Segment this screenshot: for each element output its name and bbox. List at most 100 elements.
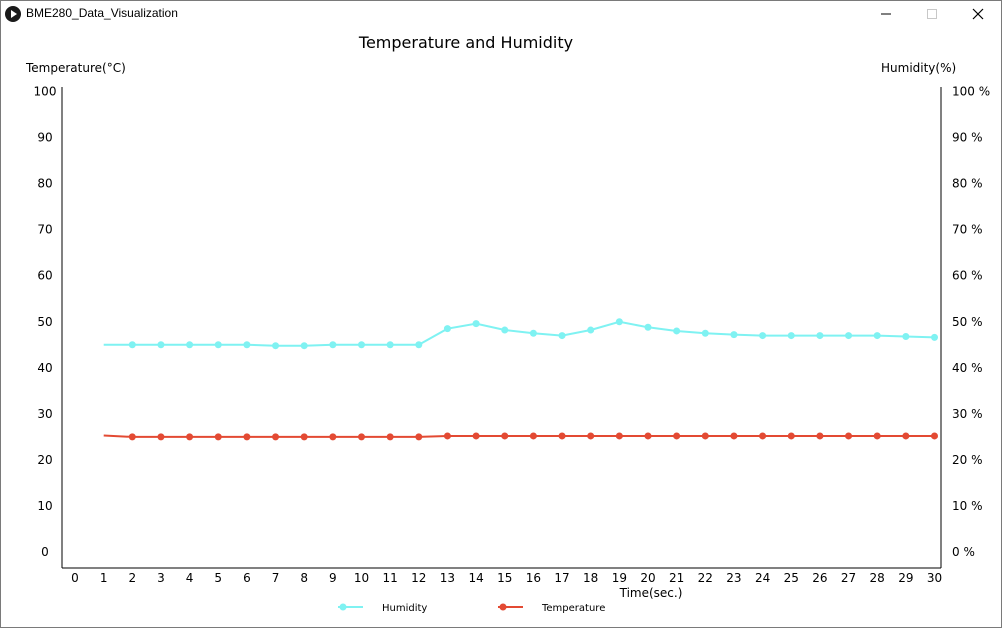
humidity-point xyxy=(529,329,537,337)
x-tick-label: 25 xyxy=(784,571,799,585)
temperature-point xyxy=(759,432,767,440)
temperature-point xyxy=(701,432,709,440)
humidity-point xyxy=(358,341,365,349)
humidity-point xyxy=(415,341,423,349)
x-tick-label: 14 xyxy=(468,571,483,585)
temperature-point xyxy=(845,432,853,440)
legend-humidity-marker xyxy=(339,603,347,611)
x-tick-label: 10 xyxy=(354,571,369,585)
x-tick-label: 7 xyxy=(272,571,280,585)
y-tick-label-left: 100 xyxy=(34,85,57,99)
humidity-point xyxy=(902,332,910,340)
x-tick-label: 28 xyxy=(870,571,885,585)
x-tick-label: 21 xyxy=(669,571,684,585)
x-tick-label: 0 xyxy=(71,571,79,585)
maximize-button[interactable] xyxy=(909,1,955,27)
y-tick-label-right: 70 % xyxy=(952,223,983,237)
humidity-point xyxy=(300,342,308,350)
temperature-point xyxy=(730,432,738,440)
temperature-point xyxy=(386,433,394,441)
minimize-icon xyxy=(881,13,891,15)
y-tick-label-right: 20 % xyxy=(952,453,983,467)
window-title: BME280_Data_Visualization xyxy=(26,6,178,20)
humidity-point xyxy=(558,332,566,340)
minimize-button[interactable] xyxy=(863,1,909,27)
play-icon xyxy=(5,6,21,22)
legend-temperature-label: Temperature xyxy=(541,603,605,614)
y-tick-label-right: 90 % xyxy=(952,131,983,145)
legend-humidity-label: Humidity xyxy=(382,603,427,614)
x-tick-label: 24 xyxy=(755,571,770,585)
temperature-point xyxy=(329,433,337,441)
y-tick-label-left: 80 xyxy=(37,177,52,191)
humidity-point xyxy=(701,329,709,337)
humidity-point xyxy=(615,318,623,326)
humidity-point xyxy=(386,341,394,349)
humidity-point xyxy=(443,325,451,333)
x-tick-label: 11 xyxy=(383,571,398,585)
temperature-point xyxy=(272,433,280,441)
temperature-point xyxy=(300,433,308,441)
x-tick-label: 16 xyxy=(526,571,541,585)
x-tick-label: 18 xyxy=(583,571,598,585)
legend: Humidity Temperature xyxy=(338,603,605,614)
humidity-point xyxy=(730,331,738,339)
temperature-point xyxy=(816,432,824,440)
humidity-point xyxy=(186,341,194,349)
x-tick-label: 2 xyxy=(128,571,136,585)
temperature-line xyxy=(103,434,935,438)
humidity-point xyxy=(472,320,480,328)
x-tick-label: 17 xyxy=(554,571,569,585)
temperature-point xyxy=(358,433,365,441)
y-tick-label-right: 100 % xyxy=(952,85,990,99)
y-tick-label-left: 60 xyxy=(37,269,52,283)
x-tick-label: 4 xyxy=(186,571,194,585)
temperature-point xyxy=(558,432,566,440)
humidity-point xyxy=(329,341,337,349)
temperature-point xyxy=(902,432,910,440)
humidity-point xyxy=(501,326,509,334)
y-tick-label-right: 10 % xyxy=(952,499,983,513)
x-tick-label: 29 xyxy=(898,571,913,585)
humidity-point xyxy=(243,341,251,349)
y-tick-label-right: 30 % xyxy=(952,407,983,421)
legend-temperature-marker xyxy=(499,603,507,611)
temperature-point xyxy=(443,432,451,440)
temperature-point xyxy=(415,433,423,441)
temperature-point xyxy=(529,432,537,440)
x-tick-label: 26 xyxy=(812,571,827,585)
y-tick-label-right: 40 % xyxy=(952,361,983,375)
y-tick-label-left: 90 xyxy=(37,131,52,145)
humidity-point xyxy=(128,341,136,349)
x-tick-label: 5 xyxy=(214,571,222,585)
y-tick-label-left: 0 xyxy=(41,545,49,559)
humidity-point xyxy=(673,327,681,335)
x-tick-label: 13 xyxy=(440,571,455,585)
x-axis-label: Time(sec.) xyxy=(619,586,683,600)
humidity-point xyxy=(759,332,767,340)
y-axis-right-label: Humidity(%) xyxy=(881,61,956,75)
temperature-point xyxy=(615,432,623,440)
x-tick-label: 6 xyxy=(243,571,251,585)
close-button[interactable] xyxy=(955,1,1001,27)
x-tick-label: 15 xyxy=(497,571,512,585)
humidity-point xyxy=(587,326,595,334)
x-tick-label: 30 xyxy=(927,571,942,585)
x-tick-label: 19 xyxy=(612,571,627,585)
y-tick-label-left: 70 xyxy=(37,223,52,237)
x-tick-label: 27 xyxy=(841,571,856,585)
temperature-point xyxy=(587,432,595,440)
humidity-point xyxy=(214,341,222,349)
y-tick-label-right: 0 % xyxy=(952,545,975,559)
temperature-point xyxy=(186,433,194,441)
temperature-point xyxy=(673,432,681,440)
title-bar[interactable]: BME280_Data_Visualization xyxy=(1,1,1001,27)
x-tick-label: 1 xyxy=(100,571,108,585)
temperature-point xyxy=(931,432,938,440)
y-axis-left-label: Temperature(°C) xyxy=(25,61,126,75)
x-tick-label: 20 xyxy=(640,571,655,585)
chart-canvas: Temperature and Humidity Temperature(°C)… xyxy=(25,33,990,614)
humidity-point xyxy=(873,332,881,340)
y-tick-label-right: 80 % xyxy=(952,177,983,191)
